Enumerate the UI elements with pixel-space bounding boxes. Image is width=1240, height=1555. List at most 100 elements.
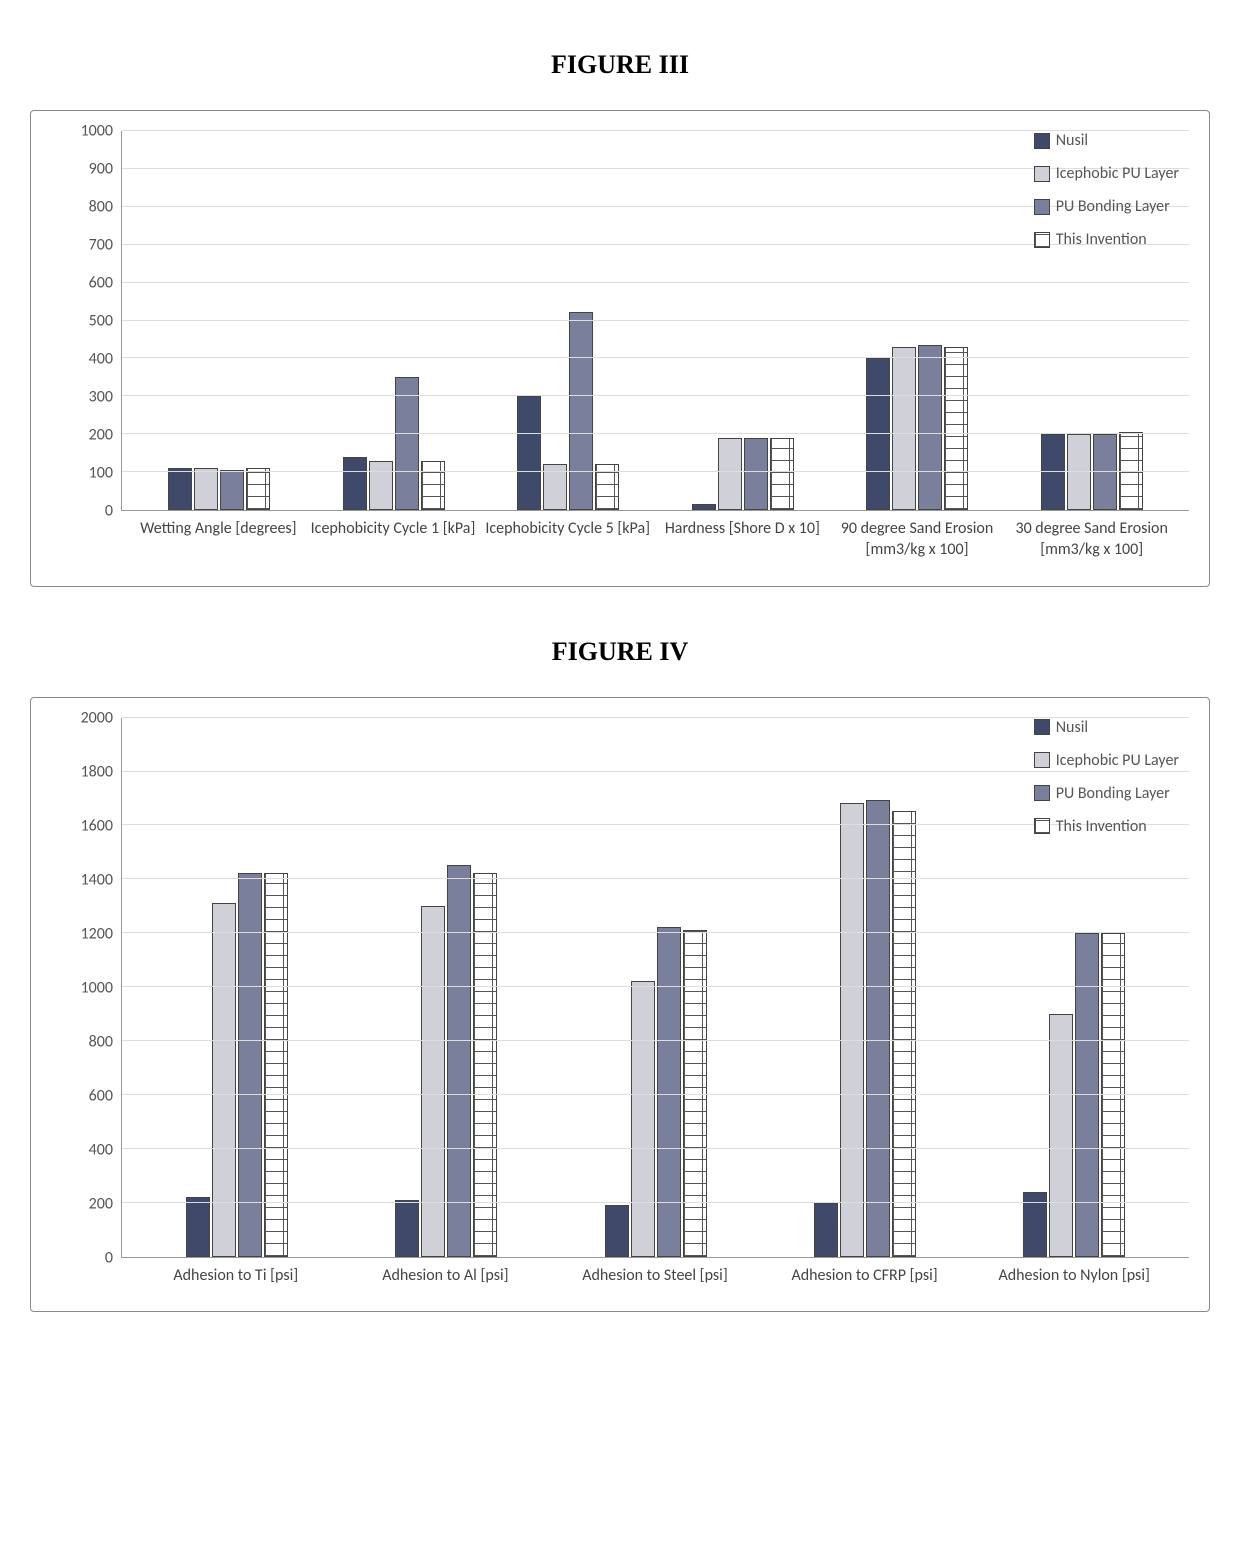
legend-item: This Invention [1034, 817, 1179, 836]
grid-line [122, 130, 1189, 131]
bar [657, 927, 681, 1256]
legend-swatch [1034, 133, 1050, 149]
grid-line [122, 771, 1189, 772]
grid-line [122, 395, 1189, 396]
bar-group [132, 873, 341, 1256]
x-label: Adhesion to Steel [psi] [550, 1266, 760, 1287]
bar-group [341, 865, 550, 1257]
bar-group [481, 312, 656, 510]
grid-line [122, 824, 1189, 825]
grid-line [122, 1148, 1189, 1149]
figure-4-x-labels: Adhesion to Ti [psi]Adhesion to Al [psi]… [51, 1266, 1189, 1287]
bar [194, 468, 218, 510]
bar-fill [168, 468, 192, 510]
bar-fill [395, 377, 419, 510]
grid-line [122, 206, 1189, 207]
y-tick: 500 [89, 312, 113, 331]
bar [718, 438, 742, 510]
x-label: Adhesion to Ti [psi] [131, 1266, 341, 1287]
figure-4-chart: Nusil Icephobic PU Layer PU Bonding Layer T… [30, 697, 1210, 1313]
y-tick: 1000 [81, 978, 113, 997]
grid-line [122, 878, 1189, 879]
bar [369, 461, 393, 510]
x-label: Icephobicity Cycle 5 [kPa] [480, 519, 655, 561]
y-tick: 300 [89, 388, 113, 407]
grid-line [122, 986, 1189, 987]
bar-fill [718, 438, 742, 510]
legend-item: Nusil [1034, 131, 1179, 150]
y-tick: 800 [89, 1032, 113, 1051]
bar [421, 461, 445, 510]
bar-fill [744, 438, 768, 510]
legend-swatch [1034, 752, 1050, 768]
legend-item: This Invention [1034, 230, 1179, 249]
x-label: Hardness [Shore D x 10] [655, 519, 830, 561]
bar-fill [892, 347, 916, 510]
legend-swatch [1034, 166, 1050, 182]
bar-fill [421, 906, 445, 1257]
figure-3-title: FIGURE III [30, 50, 1210, 80]
legend-label: This Invention [1056, 817, 1147, 836]
legend-label: This Invention [1056, 230, 1147, 249]
x-label: 30 degree Sand Erosion [mm3/kg x 100] [1004, 519, 1179, 561]
bar [212, 903, 236, 1257]
y-tick: 800 [89, 198, 113, 217]
y-tick: 1400 [81, 870, 113, 889]
y-tick: 0 [105, 1248, 113, 1267]
bar [569, 312, 593, 510]
x-label: Adhesion to Al [psi] [341, 1266, 551, 1287]
bar [770, 438, 794, 510]
bar [473, 873, 497, 1256]
bar [944, 347, 968, 510]
figure-3-y-axis: 01002003004005006007008009001000 [51, 131, 121, 511]
bar-fill [264, 873, 288, 1256]
x-label: Wetting Angle [degrees] [131, 519, 306, 561]
y-tick: 1000 [81, 122, 113, 141]
bar [168, 468, 192, 510]
y-tick: 1200 [81, 924, 113, 943]
bar [605, 1205, 629, 1256]
legend-item: PU Bonding Layer [1034, 197, 1179, 216]
y-tick: 1600 [81, 816, 113, 835]
bar-fill [918, 345, 942, 510]
legend-label: PU Bonding Layer [1056, 784, 1170, 803]
bar-fill [473, 873, 497, 1256]
legend-swatch [1034, 232, 1050, 248]
y-tick: 400 [89, 350, 113, 369]
legend-label: Nusil [1056, 718, 1088, 737]
legend-label: Icephobic PU Layer [1056, 164, 1179, 183]
legend-swatch [1034, 199, 1050, 215]
bar [840, 803, 864, 1257]
bar-fill [447, 865, 471, 1257]
legend-label: Icephobic PU Layer [1056, 751, 1179, 770]
bar-fill [194, 468, 218, 510]
bar-fill [631, 981, 655, 1256]
grid-line [122, 1040, 1189, 1041]
y-tick: 900 [89, 160, 113, 179]
bar [1049, 1014, 1073, 1257]
bar-fill [657, 927, 681, 1256]
grid-line [122, 168, 1189, 169]
figure-4-plot [121, 718, 1189, 1258]
legend-swatch [1034, 785, 1050, 801]
grid-line [122, 932, 1189, 933]
legend-label: PU Bonding Layer [1056, 197, 1170, 216]
legend-label: Nusil [1056, 131, 1088, 150]
bar-fill [1049, 1014, 1073, 1257]
bar-fill [220, 470, 244, 510]
bar-fill [212, 903, 236, 1257]
y-tick: 700 [89, 236, 113, 255]
y-tick: 600 [89, 274, 113, 293]
y-tick: 100 [89, 464, 113, 483]
grid-line [122, 320, 1189, 321]
legend-swatch [1034, 719, 1050, 735]
legend-item: Icephobic PU Layer [1034, 164, 1179, 183]
bar-group [830, 345, 1005, 510]
y-tick: 0 [105, 502, 113, 521]
bar [892, 347, 916, 510]
bar-fill [770, 438, 794, 510]
grid-line [122, 244, 1189, 245]
bar-fill [395, 1200, 419, 1257]
figure-4-legend: Nusil Icephobic PU Layer PU Bonding Layer T… [1034, 718, 1179, 850]
grid-line [122, 433, 1189, 434]
